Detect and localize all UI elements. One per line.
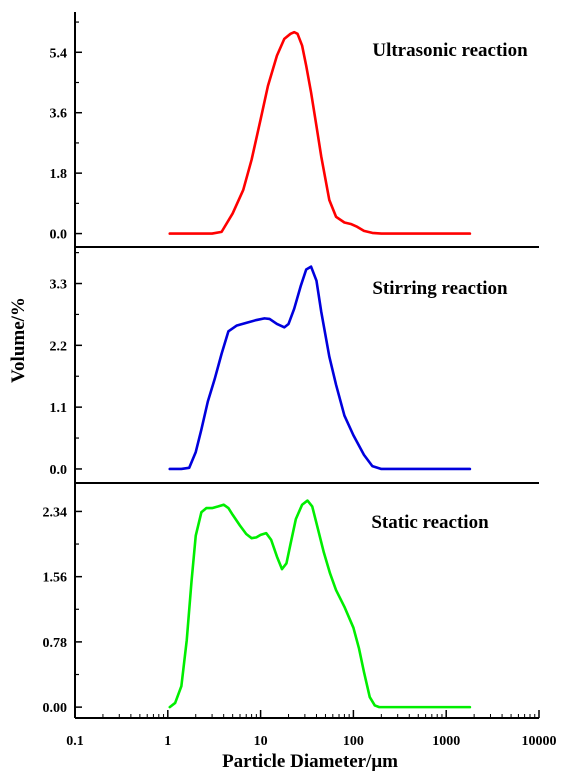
panel-1: 0.0 1.8 3.6 5.4 Ultrasonic reaction (50, 12, 539, 248)
x-tick-label: 10 (254, 734, 268, 749)
panel-title: Ultrasonic reaction (372, 40, 528, 61)
y-tick-label: 2.34 (43, 505, 68, 520)
panel-title: Static reaction (371, 512, 489, 533)
x-axis-title: Particle Diameter/μm (222, 751, 398, 772)
y-tick-label: 0.78 (43, 636, 68, 651)
y-tick-label: 3.3 (50, 278, 68, 293)
series-line (168, 30, 472, 235)
y-tick-label: 1.1 (50, 401, 68, 416)
x-tick-label: 1000 (432, 734, 460, 749)
y-tick-label: 1.56 (43, 571, 68, 586)
y-tick-label: 0.00 (43, 701, 68, 716)
y-tick-label: 0.0 (50, 228, 68, 243)
y-axis-title: Volume/% (8, 297, 29, 383)
panel-2: 0.0 1.1 2.2 3.3 Stirring reaction (50, 247, 539, 484)
y-tick-label: 5.4 (50, 46, 68, 61)
series-line (168, 499, 472, 709)
panel-title: Stirring reaction (372, 278, 508, 299)
series-line (168, 265, 472, 471)
x-tick-label: 10000 (522, 734, 557, 749)
x-tick-label: 1 (164, 734, 171, 749)
x-tick-label: 0.1 (66, 734, 84, 749)
x-tick-label: 100 (343, 734, 364, 749)
panel-3: 0.00 0.78 1.56 2.34 Static reaction (43, 483, 539, 719)
panels-layer: 0.0 1.8 3.6 5.4 Ultrasonic reaction 0.0 1.1 2.2… (43, 12, 539, 719)
y-tick-label: 0.0 (50, 463, 68, 478)
x-axis: 0.1 1 10 100 1000 10000 (66, 710, 557, 749)
y-tick-label: 2.2 (50, 339, 68, 354)
y-tick-label: 1.8 (50, 167, 68, 182)
y-tick-label: 3.6 (50, 107, 68, 122)
